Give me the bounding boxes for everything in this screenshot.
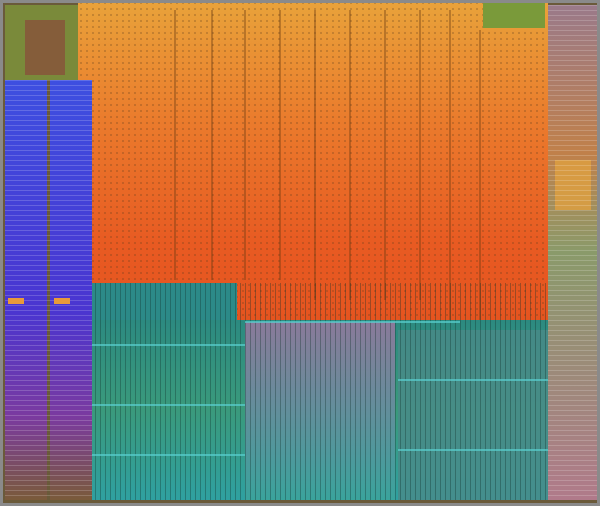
left-marker [8, 298, 24, 304]
left-texture [5, 80, 92, 500]
orange-rails [174, 10, 481, 320]
teal-rails [92, 321, 548, 456]
teal-texture [92, 283, 548, 500]
top-right-block [483, 3, 545, 28]
top-left-core [25, 20, 65, 75]
left-marker [54, 298, 70, 304]
right-texture [548, 5, 597, 500]
